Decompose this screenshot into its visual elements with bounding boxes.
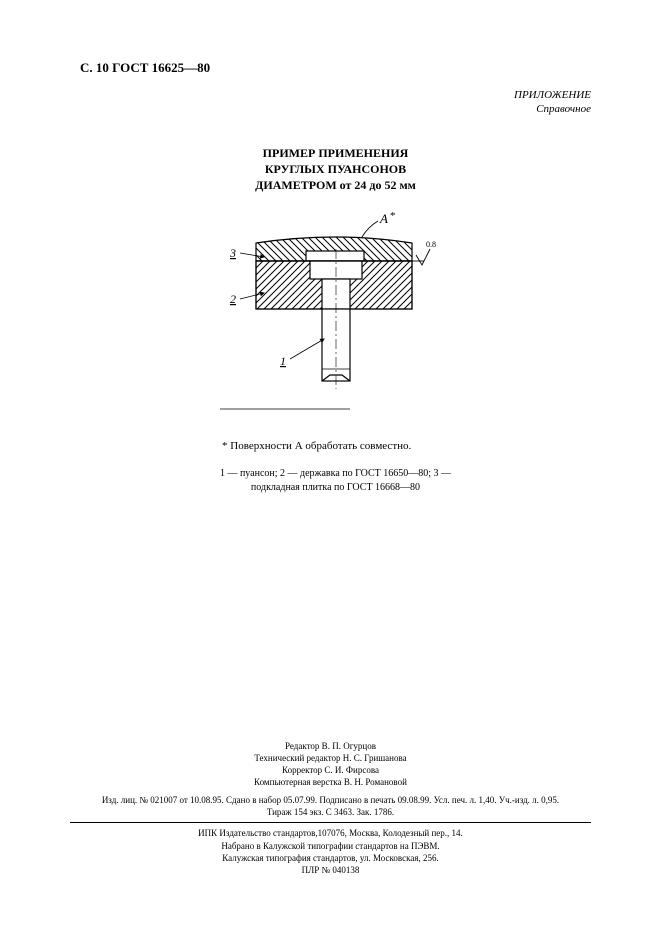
pubinfo-line2: Тираж 154 экз. С 3463. Зак. 1786. (70, 806, 591, 818)
footnote: * Поверхности А обработать совместно. (206, 439, 466, 454)
pubinfo-line1: Изд. лиц. № 021007 от 10.08.95. Сдано в … (70, 794, 591, 806)
credit-layout: Компьютерная верстка В. Н. Романовой (70, 776, 591, 788)
publisher-line3: Калужская типография стандартов, ул. Мос… (70, 852, 591, 864)
appendix-line1: ПРИЛОЖЕНИЕ (80, 88, 591, 102)
publication-info: Изд. лиц. № 021007 от 10.08.95. Сдано в … (70, 794, 591, 823)
label-A: A (379, 211, 388, 226)
callout-1: 1 (280, 354, 286, 368)
publisher-info: ИПК Издательство стандартов,107076, Моск… (70, 827, 591, 876)
technical-drawing: A * 0.8 3 2 1 (210, 209, 462, 429)
publisher-line2: Набрано в Калужской типографии стандарто… (70, 840, 591, 852)
figure-caption: 1 — пуансон; 2 — державка по ГОСТ 16650—… (206, 467, 466, 495)
caption-text: 1 — пуансон; 2 — державка по ГОСТ 16650—… (220, 468, 451, 493)
document-page: С. 10 ГОСТ 16625—80 ПРИЛОЖЕНИЕ Справочно… (0, 0, 661, 936)
title-line2: КРУГЛЫХ ПУАНСОНОВ (80, 161, 591, 177)
figure-container: A * 0.8 3 2 1 (80, 209, 591, 429)
section-title: ПРИМЕР ПРИМЕНЕНИЯ КРУГЛЫХ ПУАНСОНОВ ДИАМ… (80, 145, 591, 194)
callout-3: 3 (229, 246, 236, 260)
label-A-star: * (390, 210, 396, 222)
title-line1: ПРИМЕР ПРИМЕНЕНИЯ (80, 145, 591, 161)
credit-tech-editor: Технический редактор Н. С. Гришанова (70, 752, 591, 764)
publisher-line4: ПЛР № 040138 (70, 864, 591, 876)
credit-editor: Редактор В. П. Огурцов (70, 740, 591, 752)
credits: Редактор В. П. Огурцов Технический редак… (70, 740, 591, 789)
page-number-label: С. 10 ГОСТ 16625—80 (80, 60, 210, 75)
callout-2: 2 (230, 292, 236, 306)
page-header: С. 10 ГОСТ 16625—80 (80, 60, 591, 76)
publisher-line1: ИПК Издательство стандартов,107076, Моск… (70, 827, 591, 839)
imprint-block: Редактор В. П. Огурцов Технический редак… (70, 740, 591, 876)
title-line3: ДИАМЕТРОМ от 24 до 52 мм (80, 177, 591, 193)
appendix-line2: Справочное (80, 102, 591, 116)
svg-text:0.8: 0.8 (426, 240, 436, 249)
credit-corrector: Корректор С. И. Фирсова (70, 764, 591, 776)
footnote-text: * Поверхности А обработать совместно. (222, 440, 411, 452)
appendix-label: ПРИЛОЖЕНИЕ Справочное (80, 88, 591, 117)
